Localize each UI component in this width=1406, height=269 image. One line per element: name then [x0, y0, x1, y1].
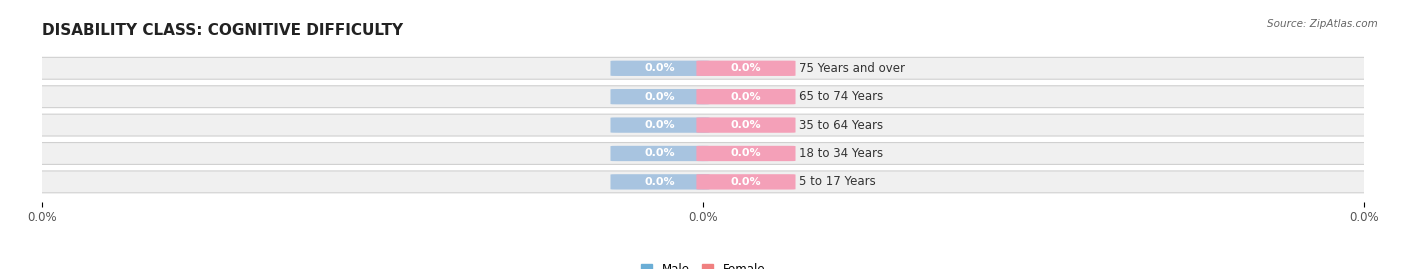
Text: 0.0%: 0.0% — [645, 63, 675, 73]
FancyBboxPatch shape — [32, 171, 1374, 193]
FancyBboxPatch shape — [610, 118, 710, 133]
FancyBboxPatch shape — [610, 89, 710, 104]
FancyBboxPatch shape — [32, 114, 1374, 136]
Text: 0.0%: 0.0% — [645, 120, 675, 130]
FancyBboxPatch shape — [696, 118, 796, 133]
Text: DISABILITY CLASS: COGNITIVE DIFFICULTY: DISABILITY CLASS: COGNITIVE DIFFICULTY — [42, 23, 404, 38]
Text: 0.0%: 0.0% — [645, 92, 675, 102]
Text: 0.0%: 0.0% — [731, 92, 761, 102]
FancyBboxPatch shape — [610, 174, 710, 190]
Text: Source: ZipAtlas.com: Source: ZipAtlas.com — [1267, 19, 1378, 29]
FancyBboxPatch shape — [610, 61, 710, 76]
Text: 65 to 74 Years: 65 to 74 Years — [799, 90, 883, 103]
Text: 0.0%: 0.0% — [645, 177, 675, 187]
Legend: Male, Female: Male, Female — [641, 263, 765, 269]
FancyBboxPatch shape — [32, 143, 1374, 164]
Text: 0.0%: 0.0% — [731, 177, 761, 187]
FancyBboxPatch shape — [696, 89, 796, 104]
FancyBboxPatch shape — [696, 146, 796, 161]
Text: 0.0%: 0.0% — [645, 148, 675, 158]
Text: 35 to 64 Years: 35 to 64 Years — [799, 119, 883, 132]
Text: 0.0%: 0.0% — [731, 63, 761, 73]
FancyBboxPatch shape — [32, 86, 1374, 108]
FancyBboxPatch shape — [610, 146, 710, 161]
FancyBboxPatch shape — [696, 61, 796, 76]
Text: 75 Years and over: 75 Years and over — [799, 62, 905, 75]
Text: 0.0%: 0.0% — [731, 148, 761, 158]
FancyBboxPatch shape — [32, 57, 1374, 79]
Text: 18 to 34 Years: 18 to 34 Years — [799, 147, 883, 160]
FancyBboxPatch shape — [696, 174, 796, 190]
Text: 5 to 17 Years: 5 to 17 Years — [799, 175, 876, 188]
Text: 0.0%: 0.0% — [731, 120, 761, 130]
